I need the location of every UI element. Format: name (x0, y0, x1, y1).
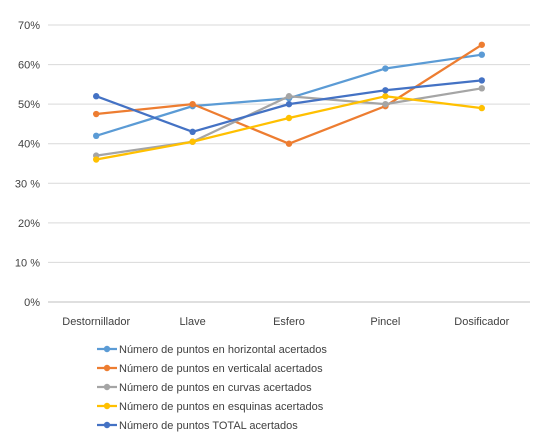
legend-marker (103, 345, 111, 353)
y-tick-label: 40% (18, 139, 40, 151)
data-point (93, 110, 100, 118)
series-3 (93, 85, 485, 159)
legend: Número de puntos en horizontal acertados… (97, 344, 327, 432)
series-4 (93, 93, 485, 163)
data-point (285, 140, 293, 147)
series-layer (93, 41, 485, 163)
legend-entry: Número de puntos en esquinas acertados (97, 401, 324, 413)
data-point (478, 77, 485, 84)
x-tick-label: Destornillador (62, 316, 130, 328)
legend-marker (103, 402, 111, 410)
y-tick-label: 10 % (15, 257, 40, 269)
y-tick-label: 70% (18, 20, 40, 32)
data-point (382, 100, 389, 108)
data-point (382, 93, 389, 100)
legend-marker (103, 364, 111, 372)
legend-label: Número de puntos en curvas acertados (119, 382, 312, 394)
legend-label: Número de puntos en verticalal acertados (119, 363, 323, 375)
data-point (93, 93, 100, 100)
data-point (189, 100, 196, 108)
data-point (285, 100, 293, 108)
legend-marker (103, 383, 111, 391)
data-point (478, 41, 485, 48)
data-point (285, 114, 293, 122)
data-point (478, 85, 485, 92)
data-point (93, 156, 100, 163)
y-axis-tick-labels: 0% 10 % 20% 30 % 40% 50% 60% 70% (15, 20, 40, 309)
y-tick-label: 50% (18, 99, 40, 111)
x-tick-label: Llave (179, 316, 205, 328)
legend-entry: Número de puntos TOTAL acertados (97, 420, 298, 432)
series-5 (93, 77, 485, 136)
data-point (189, 138, 196, 145)
y-tick-label: 60% (18, 60, 40, 72)
legend-marker (103, 421, 111, 429)
x-tick-label: Esfero (273, 316, 305, 328)
legend-label: Número de puntos TOTAL acertados (119, 420, 298, 432)
legend-label: Número de puntos en esquinas acertados (119, 401, 324, 413)
series-2 (93, 41, 485, 147)
data-point (285, 93, 293, 100)
x-axis-tick-labels: Destornillador Llave Esfero Pincel Dosificad… (62, 316, 509, 328)
legend-entry: Número de puntos en verticalal acertados (97, 363, 323, 375)
gridlines (48, 24, 530, 303)
legend-entry: Número de puntos en horizontal acertados (97, 344, 327, 356)
x-tick-label: Dosificador (454, 316, 509, 328)
legend-label: Número de puntos en horizontal acertados (119, 344, 327, 356)
data-point (478, 51, 485, 58)
data-point (189, 128, 196, 136)
y-tick-label: 0% (24, 297, 40, 309)
legend-entry: Número de puntos en curvas acertados (97, 382, 312, 394)
y-tick-label: 20% (18, 218, 40, 230)
data-point (478, 104, 485, 112)
data-point (382, 65, 389, 72)
y-tick-label: 30 % (15, 178, 40, 190)
x-tick-label: Pincel (370, 316, 400, 328)
data-point (93, 132, 100, 139)
data-point (382, 87, 389, 94)
